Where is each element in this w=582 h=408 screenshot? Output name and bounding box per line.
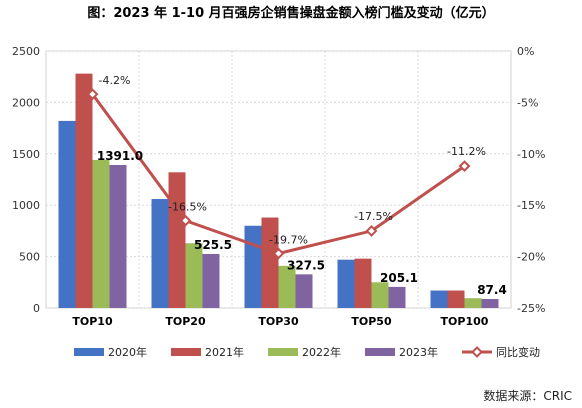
bar-data-label: 1391.0: [97, 149, 143, 163]
legend-line-marker: [471, 346, 483, 358]
line-point-label: -17.5%: [354, 210, 393, 223]
legend-label: 2022年: [302, 345, 341, 359]
bar-data-label: 87.4: [477, 283, 507, 297]
legend-label: 2020年: [108, 345, 147, 359]
y-right-tick-label: -25%: [517, 302, 545, 315]
x-tick-label: TOP10: [72, 315, 113, 328]
y-left-tick-label: 1500: [12, 148, 40, 161]
bar: [75, 73, 93, 308]
bar: [244, 225, 262, 308]
legend-swatch: [171, 348, 201, 356]
line-point-label: -16.5%: [168, 201, 207, 214]
legend-label: 同比变动: [496, 345, 540, 359]
line-point-label: -19.7%: [269, 234, 308, 247]
y-right-tick-label: 0%: [517, 45, 534, 58]
bar: [430, 290, 448, 308]
line-point-label: -11.2%: [447, 145, 486, 158]
bar-data-label: 327.5: [287, 258, 325, 272]
legend-swatch: [74, 348, 104, 356]
bar: [371, 282, 389, 308]
chart-title: 图：2023 年 1-10 月百强房企销售操盘金额入榜门槛及变动（亿元）: [87, 5, 494, 21]
bars: [58, 73, 499, 309]
line-point: [458, 160, 471, 173]
legend-swatch: [365, 348, 395, 356]
legend: 2020年 2021年 2022年 2023年 同比变动: [74, 345, 540, 359]
y-left-tick-label: 2000: [12, 96, 40, 109]
line-series: [86, 88, 471, 260]
line-point-label: -4.2%: [99, 74, 131, 87]
x-tick-label: TOP100: [441, 315, 489, 328]
legend-label: 2021年: [205, 345, 244, 359]
bar: [388, 286, 406, 308]
x-tick-label: TOP50: [351, 315, 392, 328]
y-left-tick-label: 0: [33, 302, 40, 315]
axes: 0 500 1000 1500 2000 2500 0% -5% -10% -15% -20% -25…: [12, 45, 545, 328]
bar: [151, 199, 169, 308]
bar: [464, 298, 482, 308]
y-right-tick-label: -10%: [517, 148, 545, 161]
bar: [202, 253, 220, 308]
bar: [185, 243, 203, 308]
y-right-tick-label: -5%: [517, 96, 538, 109]
bar: [58, 120, 76, 309]
line-point: [86, 88, 99, 101]
x-tick-label: TOP30: [258, 315, 299, 328]
legend-swatch: [268, 348, 298, 356]
bar: [92, 159, 110, 308]
y-left-tick-label: 1000: [12, 199, 40, 212]
bar: [337, 259, 355, 308]
bar: [447, 290, 465, 308]
source-note: 数据来源：CRIC: [483, 388, 572, 403]
y-left-tick-label: 2500: [12, 45, 40, 58]
bar: [278, 265, 296, 308]
bar: [481, 299, 499, 308]
bar: [295, 274, 313, 308]
y-right-tick-label: -20%: [517, 251, 545, 264]
y-left-tick-label: 500: [19, 251, 40, 264]
line-point: [179, 214, 192, 227]
legend-label: 2023年: [399, 345, 438, 359]
y-right-tick-label: -15%: [517, 199, 545, 212]
bar: [168, 172, 186, 308]
line-point: [272, 247, 285, 260]
bar-data-label: 525.5: [194, 238, 232, 252]
data-labels: 1391.0 525.5 327.5 205.1 87.4 -4.2% -16.5% -19.…: [97, 74, 507, 297]
bar-data-label: 205.1: [380, 271, 418, 285]
x-tick-label: TOP20: [165, 315, 206, 328]
bar: [109, 165, 127, 308]
bar: [261, 217, 279, 308]
line-point: [365, 224, 378, 237]
bar: [354, 258, 372, 308]
